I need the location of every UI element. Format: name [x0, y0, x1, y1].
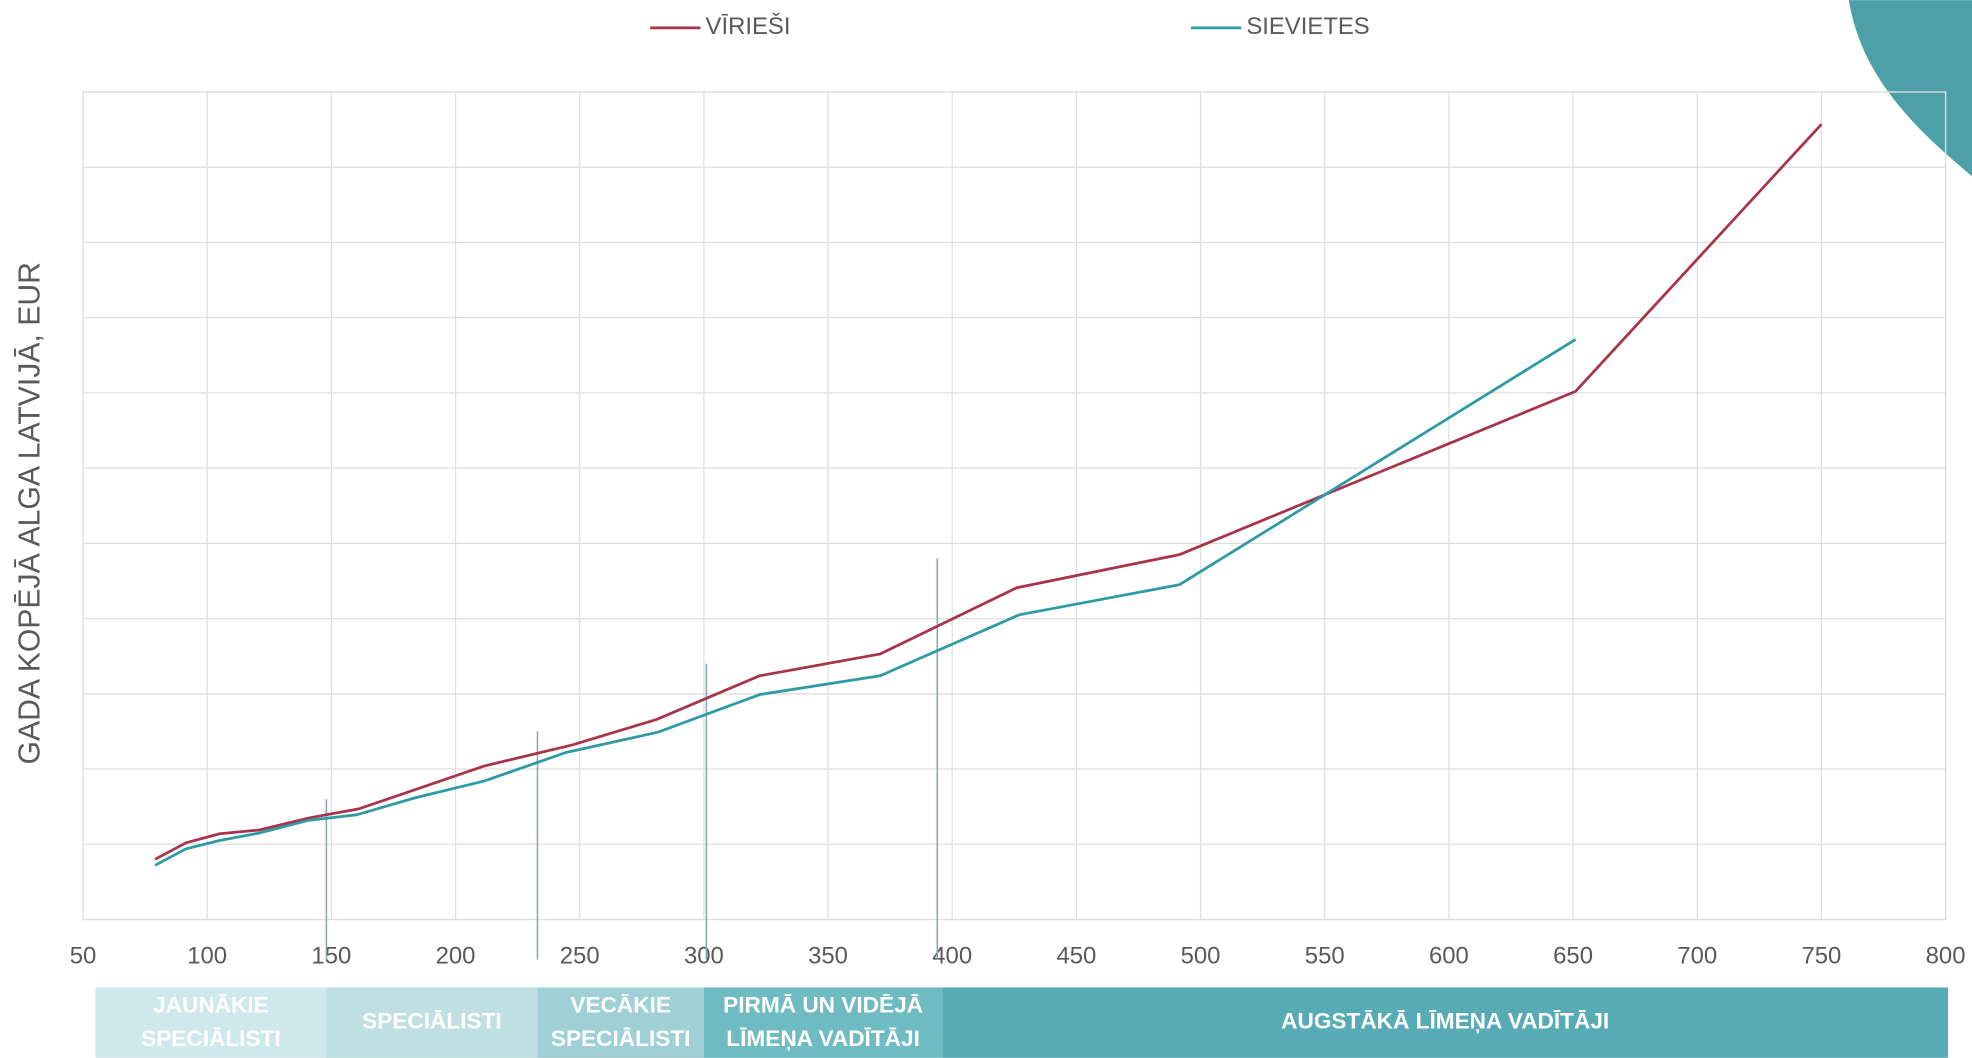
x-tick-label: 400	[932, 943, 972, 970]
y-axis-title: GADA KOPĒJĀ ALGA LATVIJĀ, EUR	[13, 262, 46, 764]
band-label: VECĀKIE	[570, 992, 671, 1017]
x-tick-label: 550	[1305, 943, 1345, 970]
x-tick-label: 600	[1429, 943, 1469, 970]
legend-label: VĪRIEŠI	[706, 12, 791, 40]
band-label: SPECIĀLISTI	[141, 1026, 281, 1051]
plot-border	[83, 92, 1946, 920]
chart: GADA KOPĒJĀ ALGA LATVIJĀ, EUR 50 100 150 20…	[0, 0, 1972, 1058]
x-tick-label: 800	[1926, 943, 1966, 970]
page: GADA KOPĒJĀ ALGA LATVIJĀ, EUR 50 100 150 20…	[0, 0, 1972, 1058]
band-label: JAUNĀKIE	[153, 992, 269, 1017]
x-tick-label: 700	[1677, 943, 1717, 970]
x-tick-label: 300	[684, 943, 724, 970]
x-tick-label: 200	[436, 943, 476, 970]
band-label: PIRMĀ UN VIDĒJĀ	[723, 992, 923, 1017]
x-tick-label: 350	[808, 943, 848, 970]
decor-blob	[1849, 0, 1972, 176]
band-label: LĪMEŅA VADĪTĀJI	[726, 1026, 920, 1051]
x-tick-label: 650	[1553, 943, 1593, 970]
band-label: AUGSTĀKĀ LĪMEŅA VADĪTĀJI	[1281, 1009, 1609, 1034]
x-tick-label: 100	[187, 943, 227, 970]
x-tick-label: 450	[1056, 943, 1096, 970]
series-line	[155, 124, 1821, 859]
legend-label: SIEVIETES	[1246, 13, 1369, 40]
x-tick-label: 50	[70, 943, 97, 970]
x-tick-label: 500	[1181, 943, 1221, 970]
x-tick-label: 150	[311, 943, 351, 970]
x-tick-label: 250	[560, 943, 600, 970]
band-label: SPECIĀLISTI	[551, 1026, 691, 1051]
series-line	[155, 339, 1576, 865]
band-label: SPECIĀLISTI	[362, 1009, 502, 1034]
x-tick-label: 750	[1801, 943, 1841, 970]
